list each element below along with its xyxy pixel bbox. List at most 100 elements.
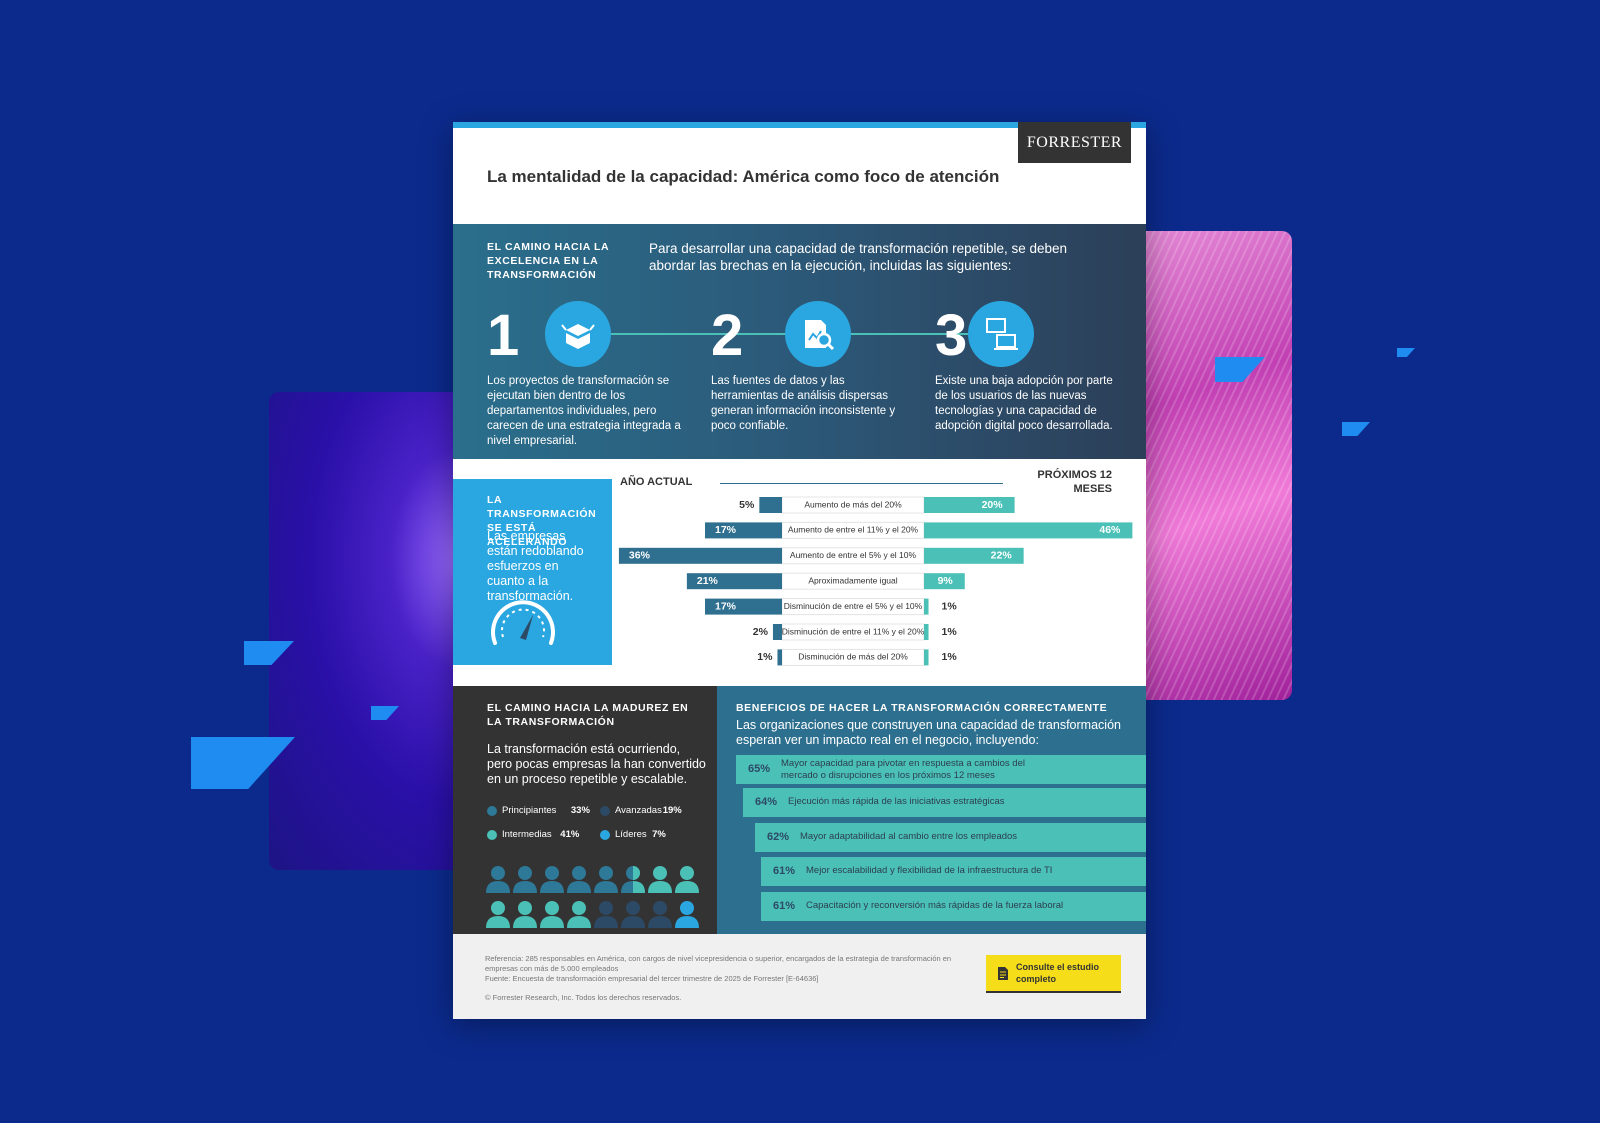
benefit-text: Ejecución más rápida de las iniciativas … xyxy=(788,796,1005,807)
person xyxy=(486,901,510,928)
person xyxy=(567,866,591,893)
benefit-value: 65% xyxy=(748,763,771,775)
legend-value: 7% xyxy=(652,829,666,840)
title: La mentalidad de la capacidad: América c… xyxy=(487,167,1000,186)
person xyxy=(675,901,699,928)
side-box: LA TRANSFORMACIÓN SE ESTÁ ACELERANDO Las… xyxy=(453,479,612,665)
person xyxy=(513,866,537,893)
people-pictogram xyxy=(486,866,699,928)
category-label: Aumento de entre el 11% y el 20% xyxy=(788,525,919,535)
shape xyxy=(1397,348,1415,357)
value-label: 17% xyxy=(715,524,737,536)
benefit-bar: 61% Mejor escalabilidad y flexibilidad de… xyxy=(761,857,1146,886)
value-label: 9% xyxy=(938,575,954,587)
category-label: Disminución de entre el 11% y el 20% xyxy=(782,626,925,636)
bar xyxy=(924,649,929,666)
copyright: © Forrester Research, Inc. Todos los der… xyxy=(485,993,682,1002)
value-label: 1% xyxy=(942,600,958,612)
value-label: 21% xyxy=(697,575,719,587)
bar xyxy=(924,547,1024,564)
benefit-bar: 64% Ejecución más rápida de las iniciativ… xyxy=(743,788,1146,817)
section-heading: EL CAMINO HACIA LA MADUREZ EN LA TRANSFO… xyxy=(487,702,689,728)
bar xyxy=(618,547,782,564)
icon xyxy=(805,320,835,351)
step-icon xyxy=(545,301,611,367)
step-number: 1 xyxy=(487,303,520,368)
person xyxy=(621,866,645,893)
bar xyxy=(704,598,782,615)
step-icon xyxy=(968,301,1034,367)
gauge-icon xyxy=(491,600,555,645)
legend-name: Intermedias xyxy=(502,829,552,840)
benefit-bar: 62% Mayor adaptabilidad al cambio entre l… xyxy=(755,823,1146,852)
bar xyxy=(777,649,782,666)
reference: Referencia: 285 responsables en América,… xyxy=(485,954,952,973)
legend-value: 19% xyxy=(662,805,682,816)
icon xyxy=(986,318,1018,350)
value-label: 1% xyxy=(942,626,958,638)
cta-label[interactable]: Consulte el estudio completo xyxy=(1016,962,1100,984)
category-label: Aumento de entre el 5% y el 10% xyxy=(790,550,917,560)
benefit-text: Mayor adaptabilidad al cambio entre los … xyxy=(800,831,1018,842)
legend-value: 33% xyxy=(570,805,590,816)
bar xyxy=(924,598,929,615)
bar xyxy=(772,624,782,640)
value-label: 17% xyxy=(715,600,737,612)
document-icon xyxy=(998,967,1008,980)
benefit-bar: 65% Mayor capacidad para pivotar en respu… xyxy=(736,755,1146,784)
section-heading: BENEFICIOS DE HACER LA TRANSFORMACIÓN CO… xyxy=(736,702,1108,714)
source: Fuente: Encuesta de transformación empre… xyxy=(485,974,819,983)
value-label: 5% xyxy=(739,499,755,511)
person xyxy=(540,866,564,893)
category-label: Disminución de más del 20% xyxy=(798,652,908,662)
person xyxy=(594,866,618,893)
benefit-text: Mejor escalabilidad y flexibilidad de la… xyxy=(806,865,1053,876)
value-label: 20% xyxy=(982,499,1004,511)
infographic: FORRESTER La mentalidad de la capacidad:… xyxy=(453,122,1146,1019)
cta-button[interactable]: Consulte el estudio completo xyxy=(986,955,1121,993)
step-number: 3 xyxy=(935,303,968,368)
step-text: Existe una baja adopción por parte de lo… xyxy=(935,375,1113,432)
section-heading: LA TRANSFORMACIÓN SE ESTÁ ACELERANDO xyxy=(487,494,597,548)
legend-dot xyxy=(487,806,497,816)
person xyxy=(675,866,699,893)
legend-name: Líderes xyxy=(615,829,647,840)
value-label: 1% xyxy=(757,651,773,663)
benefit-text: Mayor capacidad para pivotar en respuest… xyxy=(781,758,1025,781)
person xyxy=(594,901,618,928)
top-stripe xyxy=(453,122,1146,128)
benefit-value: 62% xyxy=(767,831,790,843)
benefits-section: BENEFICIOS DE HACER LA TRANSFORMACIÓN CO… xyxy=(717,686,1146,934)
maturity-section: EL CAMINO HACIA LA MADUREZ EN LA TRANSFO… xyxy=(453,686,717,934)
accelerating-section: LA TRANSFORMACIÓN SE ESTÁ ACELERANDO Las… xyxy=(453,459,1146,686)
bar xyxy=(924,624,929,640)
legend-name: Principiantes xyxy=(502,805,557,816)
series-header: PRÓXIMOS 12 MESES xyxy=(1037,469,1112,495)
bar xyxy=(924,497,1015,513)
right-art xyxy=(1130,231,1292,700)
brand: FORRESTER xyxy=(1018,122,1131,163)
person xyxy=(648,901,672,928)
person xyxy=(648,866,672,893)
person xyxy=(513,901,537,928)
value-label: 1% xyxy=(942,651,958,663)
person xyxy=(621,901,645,928)
value-label: 36% xyxy=(629,550,651,562)
legend-dot xyxy=(487,830,497,840)
step-icon xyxy=(785,301,851,367)
benefit-bar: 61% Capacitación y reconversión más rápid… xyxy=(761,892,1146,921)
benefit-value: 64% xyxy=(755,796,778,808)
intro: Para desarrollar una capacidad de transf… xyxy=(649,241,1068,273)
left-art xyxy=(269,392,469,870)
person xyxy=(567,901,591,928)
chart: Aumento de más del 20% Aumento de entre e… xyxy=(618,496,1133,666)
body-text: Las empresas están redoblando esfuerzos … xyxy=(487,529,584,603)
step-number: 2 xyxy=(711,303,744,368)
benefit-value: 61% xyxy=(773,900,796,912)
category-label: Aproximadamente igual xyxy=(808,575,897,585)
person xyxy=(486,866,510,893)
benefit-value: 61% xyxy=(773,865,796,877)
bar xyxy=(924,573,965,590)
step-text: Los proyectos de transformación se ejecu… xyxy=(487,375,681,447)
bar xyxy=(686,573,782,590)
